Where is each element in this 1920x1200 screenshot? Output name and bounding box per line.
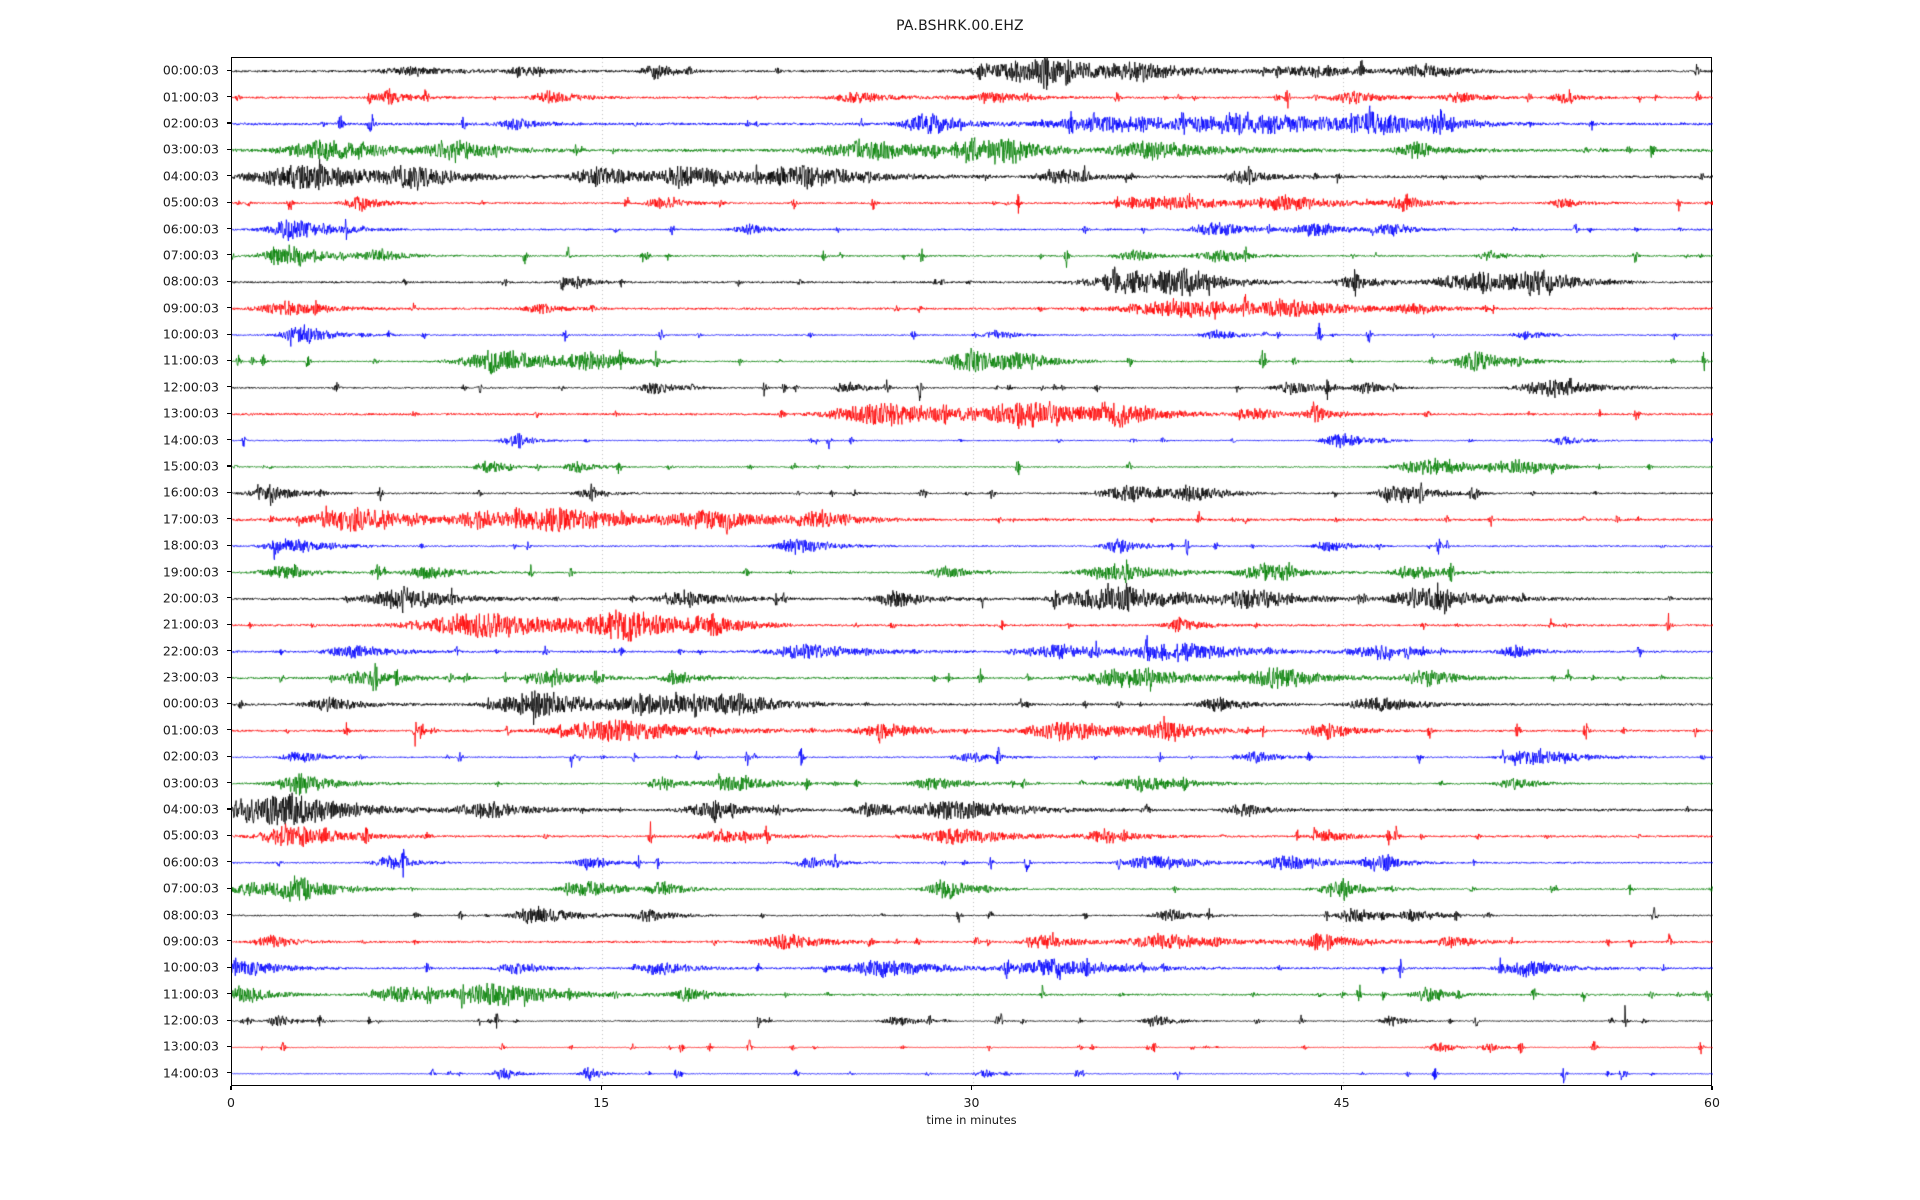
x-tick-label: 30: [963, 1095, 980, 1110]
y-tick-label: 13:00:03: [162, 405, 219, 421]
y-tick-label: 03:00:03: [162, 141, 219, 157]
y-tick-mark: [227, 1045, 231, 1048]
y-tick-mark: [227, 650, 231, 652]
y-tick-label: 14:00:03: [162, 432, 219, 448]
x-tick-label: 60: [1704, 1095, 1720, 1110]
y-tick-mark: [227, 676, 231, 678]
y-tick-mark: [227, 280, 231, 282]
y-tick-mark: [227, 1072, 231, 1074]
y-tick-mark: [227, 96, 231, 98]
y-tick-mark: [227, 201, 231, 203]
y-tick-label: 01:00:03: [162, 722, 219, 738]
y-tick-label: 12:00:03: [162, 1012, 219, 1028]
x-tick-mark: [970, 1086, 973, 1090]
y-tick-label: 10:00:03: [162, 326, 219, 342]
y-tick-label: 15:00:03: [162, 458, 219, 474]
y-tick-label: 04:00:03: [162, 168, 219, 184]
y-tick-mark: [227, 359, 231, 362]
y-tick-mark: [227, 782, 231, 784]
y-tick-mark: [227, 439, 231, 441]
y-tick-mark: [227, 834, 231, 836]
x-axis-tick-layer: 0 15 30 45 60: [227, 1086, 1720, 1126]
y-tick-mark: [227, 887, 231, 889]
y-tick-mark: [227, 228, 231, 230]
y-tick-mark: [227, 518, 231, 520]
y-tick-label: 21:00:03: [162, 616, 219, 632]
x-tick-mark: [600, 1086, 602, 1090]
y-tick-label: 18:00:03: [162, 537, 219, 553]
y-tick-label: 05:00:03: [162, 827, 219, 843]
y-tick-mark: [227, 69, 231, 71]
y-tick-label: 00:00:03: [162, 62, 219, 78]
y-tick-label: 08:00:03: [162, 273, 219, 289]
y-tick-mark: [227, 148, 231, 150]
y-tick-label: 03:00:03: [162, 775, 219, 791]
y-tick-label: 12:00:03: [162, 379, 219, 395]
y-tick-label: 14:00:03: [162, 1065, 219, 1081]
y-tick-mark: [227, 333, 231, 335]
y-tick-mark: [227, 491, 231, 493]
y-tick-label: 06:00:03: [162, 221, 219, 236]
y-tick-label: 16:00:03: [162, 484, 219, 500]
x-tick-mark: [230, 1086, 232, 1090]
y-tick-label: 02:00:03: [162, 115, 219, 131]
y-tick-label: 11:00:03: [162, 986, 219, 1002]
y-tick-label: 13:00:03: [162, 1038, 219, 1054]
y-tick-label: 06:00:03: [162, 854, 219, 870]
y-tick-label: 17:00:03: [162, 511, 219, 527]
y-tick-mark: [227, 544, 231, 546]
y-tick-mark: [227, 755, 231, 757]
waveform-canvas: [232, 58, 1713, 1087]
y-tick-label: 11:00:03: [162, 352, 219, 368]
y-tick-mark: [227, 940, 231, 942]
plot-axes[interactable]: [231, 57, 1713, 1087]
page-title: PA.BSHRK.00.EHZ: [896, 18, 1024, 34]
y-tick-mark: [227, 861, 231, 863]
y-tick-mark: [227, 808, 231, 810]
x-tick-label: 45: [1333, 1095, 1350, 1110]
x-tick-label: 0: [227, 1095, 235, 1110]
y-tick-mark: [227, 914, 231, 916]
y-tick-label: 09:00:03: [162, 300, 219, 316]
y-tick-mark: [227, 386, 231, 388]
y-tick-mark: [227, 465, 231, 467]
y-tick-label: 08:00:03: [162, 907, 219, 922]
y-tick-label: 10:00:03: [162, 959, 219, 975]
y-axis-tick-layer: 00:00:03 01:00:03 02:00:03 03:00:03 04:00:03…: [0, 57, 231, 1086]
y-tick-mark: [227, 307, 231, 309]
y-tick-mark: [227, 122, 231, 124]
x-tick-mark: [1711, 1086, 1713, 1090]
y-tick-label: 07:00:03: [162, 880, 219, 896]
y-tick-label: 04:00:03: [162, 801, 219, 817]
y-tick-mark: [227, 571, 231, 573]
y-tick-label: 00:00:03: [162, 695, 219, 711]
y-tick-mark: [227, 966, 231, 968]
x-tick-mark: [1341, 1086, 1343, 1090]
y-tick-label: 22:00:03: [162, 643, 219, 659]
y-tick-label: 20:00:03: [162, 590, 219, 606]
x-axis-label: time in minutes: [926, 1113, 1017, 1127]
y-tick-label: 07:00:03: [162, 247, 219, 263]
y-tick-mark: [227, 993, 231, 995]
y-tick-label: 09:00:03: [162, 933, 219, 949]
y-tick-mark: [227, 1019, 231, 1021]
y-tick-label: 05:00:03: [162, 194, 219, 210]
y-tick-mark: [227, 623, 231, 625]
x-tick-label: 15: [593, 1095, 610, 1110]
y-tick-label: 01:00:03: [162, 89, 219, 105]
y-tick-mark: [227, 729, 231, 731]
y-tick-mark: [227, 175, 231, 177]
y-tick-label: 19:00:03: [162, 564, 219, 579]
y-tick-mark: [227, 254, 231, 256]
y-tick-mark: [227, 702, 231, 705]
y-tick-label: 23:00:03: [162, 669, 219, 685]
y-tick-mark: [227, 597, 231, 599]
y-tick-label: 02:00:03: [162, 748, 219, 764]
y-tick-mark: [227, 412, 231, 414]
